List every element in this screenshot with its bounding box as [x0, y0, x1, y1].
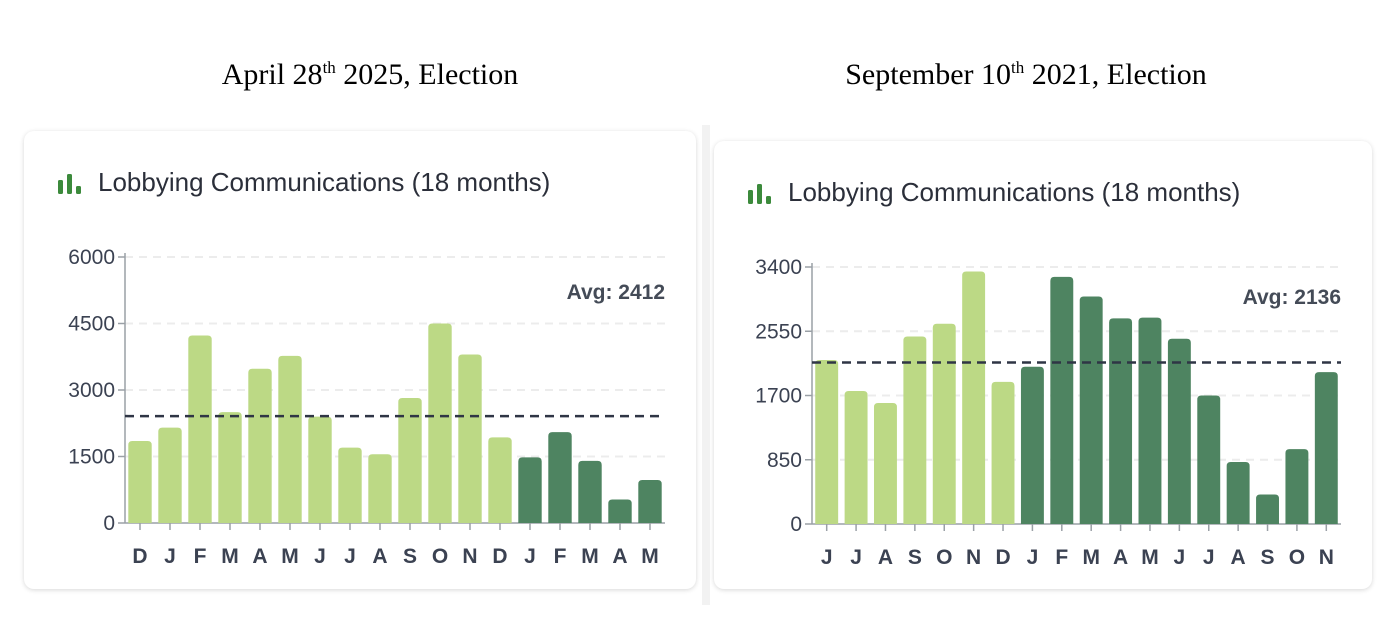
bar-17: [1314, 372, 1338, 524]
bar-4: [248, 368, 272, 523]
x-tick-label: N: [1319, 546, 1334, 569]
y-tick-label: 1500: [68, 446, 115, 469]
bar-10: [1109, 318, 1133, 524]
left-heading: April 28th 2025, Election: [221, 58, 519, 91]
bar-8: [368, 454, 392, 523]
x-tick-label: O: [936, 546, 952, 569]
bar-6: [991, 381, 1015, 524]
y-tick-label: 3400: [755, 256, 802, 279]
bar-13: [1197, 395, 1221, 524]
x-tick-label: N: [462, 545, 477, 568]
bar-15: [578, 460, 602, 523]
x-tick-label: J: [524, 545, 536, 568]
y-tick-label: 850: [767, 449, 802, 472]
bar-10: [428, 323, 452, 523]
x-tick-label: S: [908, 546, 922, 569]
x-tick-label: M: [641, 545, 659, 568]
x-tick-label: A: [1113, 546, 1128, 569]
y-tick-label: 2550: [755, 320, 802, 343]
bar-11: [1138, 317, 1162, 524]
bar-1: [844, 390, 868, 524]
chart-card-right: Lobbying Communications (18 months) 0 850…: [714, 141, 1372, 589]
y-tick-label: 0: [790, 513, 802, 536]
x-tick-label: S: [403, 545, 417, 568]
y-tick-label: 6000: [68, 246, 115, 269]
x-tick-label: A: [252, 545, 267, 568]
bar-4: [932, 323, 956, 524]
bar-0: [815, 359, 839, 524]
bar-15: [1256, 494, 1279, 524]
bar-2: [874, 403, 897, 524]
bar-9: [1079, 296, 1103, 524]
x-tick-label: J: [821, 546, 833, 569]
bar-14: [1226, 462, 1250, 524]
bar-chart-icon: [58, 173, 81, 194]
x-tick-label: M: [1082, 546, 1100, 569]
x-tick-label: F: [1055, 546, 1068, 569]
x-tick-label: J: [164, 545, 176, 568]
x-tick-label: N: [966, 546, 981, 569]
panel-divider: [702, 125, 710, 605]
x-tick-label: S: [1261, 546, 1275, 569]
bar-17: [638, 479, 662, 523]
bar-16: [1285, 449, 1309, 524]
chart-card-left: Lobbying Communications (18 months) 0 150…: [24, 131, 696, 589]
average-label: Avg: 2136: [1243, 286, 1341, 309]
x-tick-label: J: [314, 545, 326, 568]
x-tick-label: J: [1203, 546, 1215, 569]
x-tick-label: D: [492, 545, 507, 568]
bar-14: [548, 432, 572, 523]
x-tick-label: M: [281, 545, 299, 568]
bar-11: [458, 354, 482, 523]
x-tick-label: A: [612, 545, 627, 568]
bar-6: [308, 416, 332, 523]
bar-8: [1050, 276, 1074, 524]
chart-title-right: Lobbying Communications (18 months): [746, 177, 1240, 208]
chart-title-text: Lobbying Communications (18 months): [788, 177, 1241, 207]
bar-9: [398, 397, 422, 523]
bar-16: [608, 499, 632, 523]
x-tick-label: D: [132, 545, 147, 568]
y-tick-label: 0: [103, 512, 115, 535]
bar-12: [488, 437, 512, 523]
x-tick-label: A: [372, 545, 387, 568]
y-tick-label: 4500: [68, 313, 115, 336]
x-tick-label: M: [1141, 546, 1159, 569]
y-tick-label: 3000: [68, 379, 115, 402]
average-label: Avg: 2412: [567, 281, 665, 304]
x-tick-label: J: [1027, 546, 1039, 569]
bar-5: [962, 271, 986, 524]
bar-7: [338, 447, 362, 523]
x-tick-label: J: [850, 546, 862, 569]
bar-7: [1020, 366, 1044, 524]
x-tick-label: F: [194, 545, 207, 568]
bar-chart-icon: [748, 183, 771, 204]
x-tick-label: D: [995, 546, 1010, 569]
right-heading: September 10th 2021, Election: [845, 58, 1207, 91]
x-tick-label: O: [432, 545, 448, 568]
bar-2: [188, 335, 212, 523]
x-tick-label: M: [581, 545, 599, 568]
y-tick-label: 1700: [755, 385, 802, 408]
x-tick-label: F: [554, 545, 567, 568]
x-tick-label: O: [1289, 546, 1305, 569]
bar-3: [903, 336, 927, 524]
bar-1: [158, 427, 182, 523]
bar-12: [1167, 338, 1191, 524]
x-tick-label: J: [344, 545, 356, 568]
chart-title-text: Lobbying Communications (18 months): [98, 167, 551, 197]
x-tick-label: A: [878, 546, 893, 569]
bar-0: [128, 440, 152, 523]
x-tick-label: A: [1231, 546, 1246, 569]
x-tick-label: J: [1174, 546, 1186, 569]
chart-title-left: Lobbying Communications (18 months): [56, 167, 550, 198]
bar-3: [218, 412, 242, 523]
x-tick-label: M: [221, 545, 239, 568]
bar-13: [518, 457, 542, 523]
bar-5: [278, 355, 302, 523]
